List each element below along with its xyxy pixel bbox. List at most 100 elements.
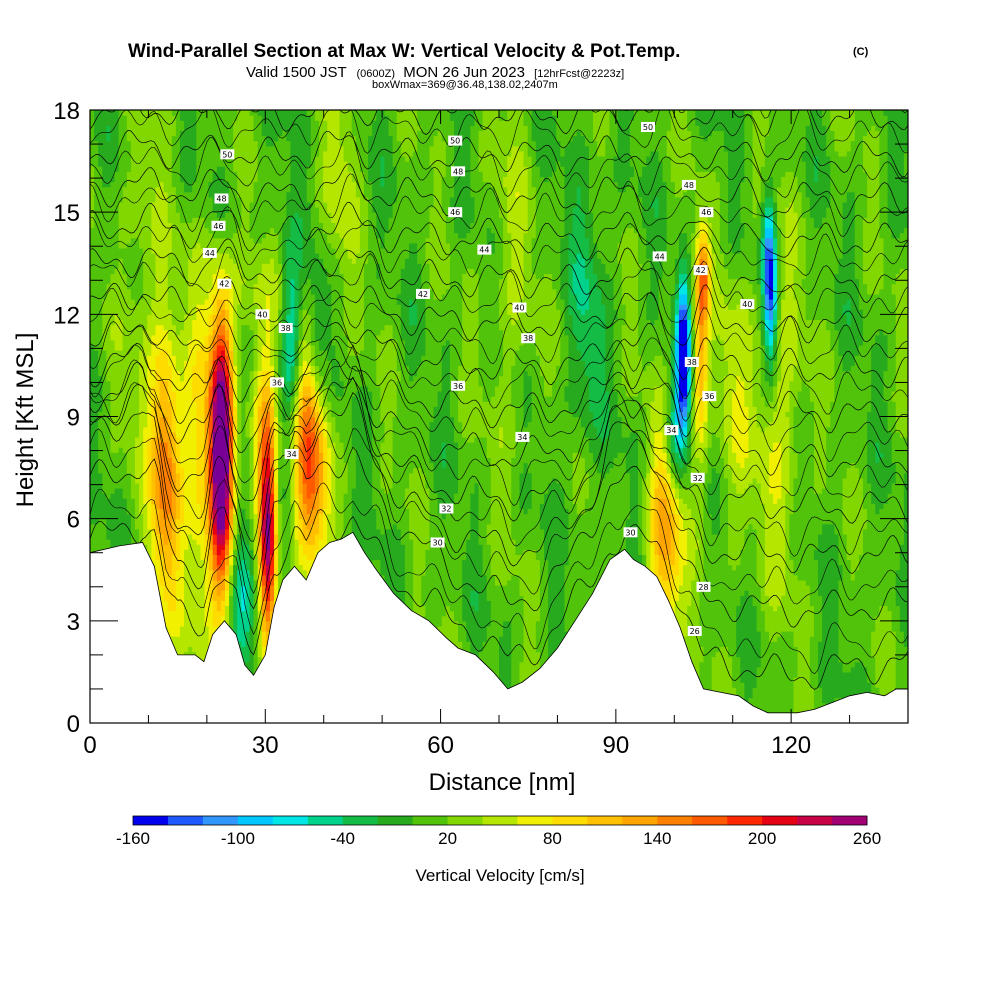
w-cell: [159, 539, 165, 545]
w-cell: [196, 569, 202, 576]
w-cell: [192, 651, 197, 658]
w-cell: [208, 222, 214, 229]
w-cell: [155, 416, 161, 423]
w-cell: [143, 452, 148, 458]
w-cell: [90, 457, 95, 464]
w-cell: [175, 625, 181, 632]
w-cell: [249, 528, 255, 535]
w-cell: [196, 258, 202, 264]
w-cell: [155, 503, 161, 510]
w-cell: [196, 631, 202, 637]
w-cell: [143, 217, 148, 223]
w-cell: [220, 533, 226, 540]
w-cell: [253, 396, 259, 402]
w-cell: [122, 462, 128, 469]
w-cell: [257, 605, 263, 612]
w-cell: [171, 554, 177, 561]
w-cell: [179, 411, 185, 418]
w-cell: [212, 319, 218, 326]
w-cell: [159, 171, 165, 178]
w-cell: [249, 549, 255, 556]
w-cell: [171, 365, 177, 372]
w-cell: [167, 482, 173, 489]
w-cell: [94, 482, 99, 489]
w-cell: [241, 375, 247, 382]
w-cell: [184, 641, 189, 647]
w-cell: [175, 380, 181, 387]
w-cell: [175, 191, 181, 198]
w-cell: [94, 518, 99, 525]
w-cell: [249, 482, 255, 489]
w-cell: [143, 253, 148, 259]
w-cell: [257, 656, 263, 663]
w-cell: [110, 217, 116, 223]
w-cell: [220, 482, 226, 489]
w-cell: [98, 227, 103, 234]
w-cell: [184, 360, 189, 367]
w-cell: [229, 452, 234, 458]
w-cell: [249, 467, 255, 474]
w-cell: [253, 161, 259, 167]
w-cell: [196, 355, 202, 361]
w-cell: [237, 457, 242, 464]
w-cell: [126, 370, 132, 377]
w-cell: [155, 549, 161, 556]
w-cell: [94, 477, 99, 484]
w-cell: [253, 181, 259, 188]
w-cell: [212, 462, 218, 469]
w-cell: [208, 472, 214, 479]
w-cell: [253, 324, 259, 331]
w-cell: [98, 477, 103, 484]
w-cell: [151, 426, 157, 433]
w-cell: [147, 421, 152, 428]
w-cell: [147, 355, 152, 361]
w-cell: [216, 314, 222, 321]
w-cell: [204, 493, 210, 499]
w-cell: [118, 222, 124, 229]
w-cell: [253, 482, 259, 489]
w-cell: [147, 319, 152, 326]
w-cell: [151, 431, 157, 438]
w-cell: [114, 442, 120, 448]
w-cell: [229, 299, 234, 305]
w-cell: [224, 518, 230, 525]
w-cell: [114, 115, 120, 121]
w-cell: [139, 533, 144, 540]
w-cell: [200, 533, 206, 540]
w-cell: [208, 344, 214, 351]
w-cell: [167, 232, 173, 239]
w-cell: [245, 416, 251, 423]
w-cell: [208, 431, 214, 438]
w-cell: [106, 222, 112, 229]
w-cell: [237, 636, 242, 642]
w-cell: [155, 375, 161, 382]
w-cell: [196, 339, 202, 346]
w-cell: [106, 370, 112, 377]
w-cell: [196, 186, 202, 193]
w-cell: [184, 273, 189, 280]
w-cell: [253, 636, 259, 642]
w-cell: [167, 544, 173, 550]
w-cell: [175, 636, 181, 642]
w-cell: [220, 273, 226, 280]
w-cell: [147, 329, 152, 336]
w-cell: [122, 115, 128, 121]
w-cell: [184, 304, 189, 310]
w-cell: [245, 360, 251, 367]
w-cell: [143, 166, 148, 172]
w-cell: [257, 452, 263, 458]
w-cell: [216, 201, 222, 208]
w-cell: [257, 539, 263, 545]
w-cell: [208, 176, 214, 183]
w-cell: [208, 600, 214, 607]
w-cell: [114, 273, 120, 280]
w-cell: [241, 416, 247, 423]
w-cell: [229, 482, 234, 489]
w-cell: [167, 176, 173, 183]
w-cell: [118, 293, 124, 300]
w-cell: [200, 564, 206, 571]
w-cell: [139, 426, 144, 433]
w-cell: [151, 166, 157, 172]
w-cell: [175, 631, 181, 637]
w-cell: [188, 232, 193, 239]
